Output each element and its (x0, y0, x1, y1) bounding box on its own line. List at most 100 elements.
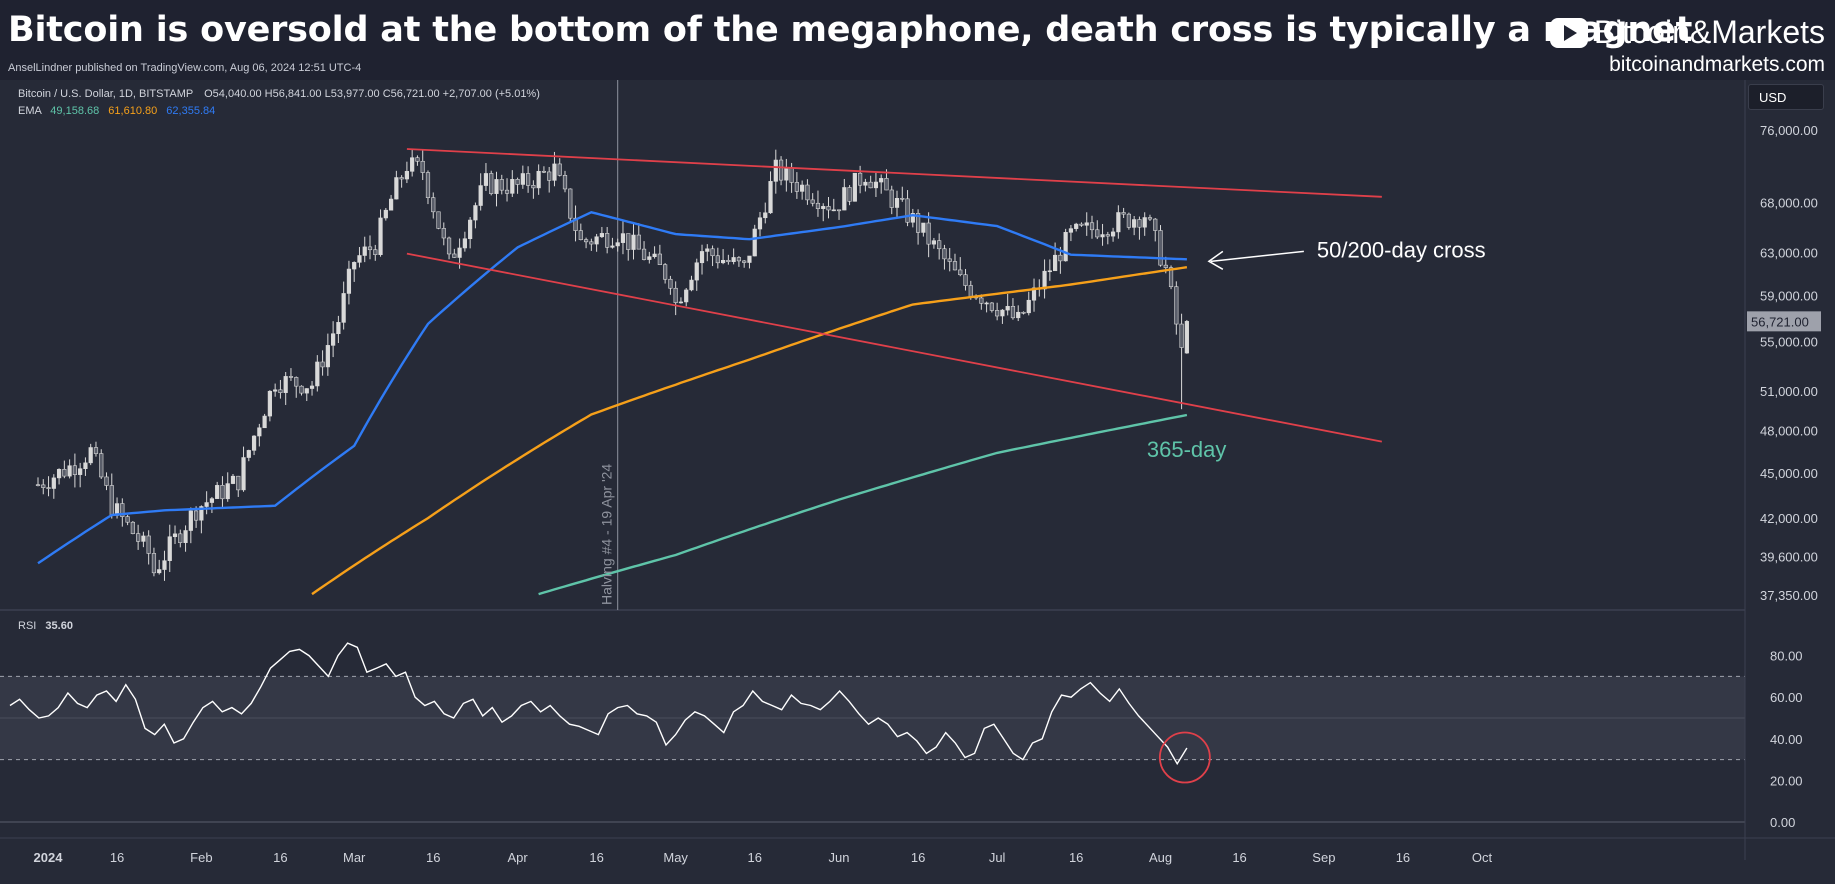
candle-body (900, 197, 905, 200)
candle-body (146, 535, 151, 554)
candle-body (636, 234, 641, 250)
candle-body (331, 333, 336, 346)
candle-body (1110, 231, 1116, 237)
chart-svg[interactable]: 76,000.00 68,000.00 63,000.00 59,000.00 55,0… (0, 80, 1835, 884)
candle-body (710, 248, 715, 257)
candle-body (657, 253, 662, 265)
candle-body (626, 233, 631, 250)
candle-body (1068, 228, 1074, 233)
time-tick-label: 16 (747, 850, 761, 865)
candle-body (599, 233, 604, 238)
candle-body (1100, 234, 1105, 238)
currency-selector[interactable]: USD (1748, 84, 1824, 110)
price-tick-label: 37,350.00 (1760, 588, 1818, 603)
candle-body (399, 177, 404, 180)
candle-body (568, 188, 573, 219)
ema-365-line (538, 413, 1188, 596)
candle-body (294, 377, 299, 387)
candle-body (204, 502, 209, 507)
candle-body (852, 172, 857, 202)
brand-logo: Bitcoin&Markets (1549, 14, 1825, 51)
candle-body (921, 222, 926, 233)
candle-body (83, 462, 88, 470)
candle-body (362, 246, 367, 256)
chart-area[interactable]: 76,000.00 68,000.00 63,000.00 59,000.00 55,0… (0, 80, 1835, 884)
candle-body (510, 179, 515, 194)
annotation-layer: Halving #4 - 19 Apr '24 50/200-day cross 3… (599, 237, 1486, 784)
time-tick-label: 16 (426, 850, 440, 865)
candle-body (842, 187, 847, 211)
candle-body (246, 450, 251, 458)
candle-body (56, 469, 62, 479)
time-tick-label: 16 (911, 850, 925, 865)
candle-body (1010, 306, 1016, 319)
candle-body (531, 185, 536, 189)
candle-body (1053, 254, 1058, 272)
trendline-upper (406, 148, 1382, 198)
candle-body (815, 202, 821, 209)
candle-body (763, 212, 768, 219)
candle-body (905, 198, 910, 223)
candle-body (446, 237, 452, 255)
candle-body (441, 228, 446, 239)
candle-body (188, 510, 193, 531)
candle-body (309, 385, 315, 389)
candle-body (236, 475, 241, 491)
candle-body (552, 163, 557, 181)
legend-ohlc: O54,040.00 H56,841.00 L53,977.00 C56,721… (204, 88, 540, 100)
candle-body (963, 274, 968, 286)
candle-body (67, 465, 72, 477)
last-price-badge (1747, 311, 1821, 332)
candle-body (62, 469, 67, 477)
time-tick-label: 16 (1396, 850, 1410, 865)
candle-body (689, 279, 694, 291)
legend-rsi-label: RSI (18, 620, 37, 632)
time-tick-label: Jul (989, 850, 1006, 865)
candle-body (167, 536, 172, 561)
candle-body (1047, 270, 1052, 273)
candle-body (652, 253, 657, 258)
candle-body (352, 262, 357, 270)
candle-body (341, 293, 346, 323)
candle-body (873, 181, 879, 189)
brand-url[interactable]: bitcoinandmarkets.com (1609, 53, 1825, 76)
candle-body (937, 240, 942, 250)
ema365-label: 365-day (1147, 437, 1227, 462)
candle-body (594, 236, 599, 245)
candle-body (684, 289, 689, 303)
candle-body (357, 255, 362, 263)
candle-body (910, 213, 915, 223)
time-tick-label: Jun (829, 850, 850, 865)
candle-body (478, 185, 483, 206)
candle-body (436, 211, 441, 229)
price-tick-label: 39,600.00 (1760, 550, 1818, 565)
candle-body (220, 485, 225, 500)
candle-body (926, 222, 931, 245)
candle-body (894, 197, 900, 208)
candle-body (415, 157, 420, 162)
candle-body (1121, 212, 1126, 215)
brand-block[interactable]: Bitcoin&Markets bitcoinandmarkets.com (1549, 14, 1825, 77)
candle-body (1105, 234, 1110, 237)
candle-body (1000, 309, 1005, 317)
candle-body (299, 385, 304, 394)
candle-body (726, 259, 731, 263)
price-tick-label: 45,000.00 (1760, 466, 1818, 481)
candle-body (1095, 229, 1100, 238)
candle-body (104, 476, 109, 486)
legend-ema-label: EMA (18, 105, 42, 117)
rsi-tick-label: 20.00 (1770, 773, 1803, 788)
trendline-lower (406, 252, 1383, 443)
candle-body (99, 453, 104, 478)
candle-body (736, 257, 742, 262)
publisher-info: AnselLindner published on TradingView.co… (8, 62, 362, 74)
candle-body (320, 361, 325, 368)
time-tick-label: 16 (589, 850, 603, 865)
candle-body (557, 163, 562, 176)
candle-body (425, 172, 431, 198)
candle-body (800, 184, 805, 192)
axis-layer: 76,000.00 68,000.00 63,000.00 59,000.00 55,0… (0, 80, 1835, 865)
candle-body (194, 510, 199, 521)
candle-body (952, 261, 958, 271)
candle-body (858, 172, 863, 186)
